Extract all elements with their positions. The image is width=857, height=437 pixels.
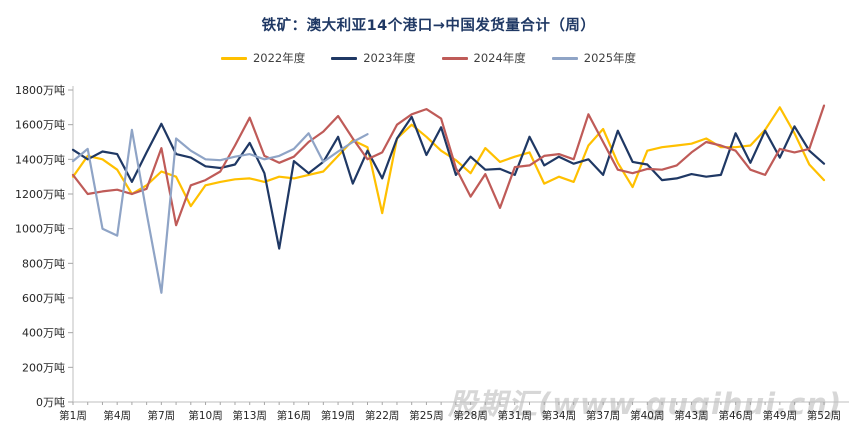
y-axis-label: 800万吨 [22,257,65,270]
x-axis-label: 第22周 [365,409,399,422]
x-axis-label: 第28周 [453,409,487,422]
y-axis-label: 1400万吨 [15,153,65,166]
x-axis-label: 第31周 [498,409,532,422]
x-axis-label: 第4周 [103,409,131,422]
chart-title: 铁矿：澳大利亚14个港口→中国发货量合计（周） [261,18,596,34]
y-axis-label: 200万吨 [22,361,65,374]
legend-item-2022年度: 2022年度 [220,50,306,66]
legend: 2022年度 2023年度 2024年度 2025年度 [0,50,857,66]
x-axis-label: 第49周 [763,409,797,422]
x-axis-label: 第43周 [674,409,708,422]
legend-swatch-2022年度 [220,56,247,60]
legend-swatch-2024年度 [441,56,468,60]
legend-label: 2023年度 [363,51,416,65]
y-axis-label: 600万吨 [22,292,65,305]
x-axis-label: 第25周 [409,409,443,422]
watermark-text: 股期汇(www.guqihui.cn) [448,387,843,421]
x-axis-label: 第37周 [586,409,620,422]
x-axis-label: 第34周 [542,409,576,422]
x-axis-label: 第46周 [718,409,752,422]
x-axis-label: 第1周 [59,409,87,422]
legend-swatch-2023年度 [331,56,358,60]
series-line-2024年度 [71,104,826,227]
y-axis-label: 1600万吨 [15,119,65,132]
x-axis-label: 第52周 [807,409,841,422]
legend-item-2024年度: 2024年度 [441,50,526,66]
y-axis-label: 0万吨 [36,396,65,409]
x-axis-label: 第10周 [188,409,222,422]
y-axis-label: 1200万吨 [15,188,65,201]
x-axis-label: 第40周 [630,409,664,422]
series-line-2022年度 [71,106,826,215]
legend-swatch-2025年度 [551,56,578,60]
legend-label: 2022年度 [252,51,306,65]
legend-label: 2024年度 [473,51,526,65]
y-axis-label: 1800万吨 [15,84,65,97]
series-line-2023年度 [71,115,826,250]
x-axis-label: 第7周 [148,409,176,422]
legend-item-2025年度: 2025年度 [551,50,637,66]
x-axis-label: 第13周 [233,409,267,422]
x-axis-label: 第19周 [321,409,355,422]
y-axis-label: 1000万吨 [15,223,65,236]
y-axis-label: 400万吨 [22,327,65,340]
x-axis-label: 第16周 [277,409,311,422]
legend-item-2023年度: 2023年度 [331,50,416,66]
series-line-2025年度 [71,128,369,294]
legend-label: 2025年度 [583,51,637,65]
